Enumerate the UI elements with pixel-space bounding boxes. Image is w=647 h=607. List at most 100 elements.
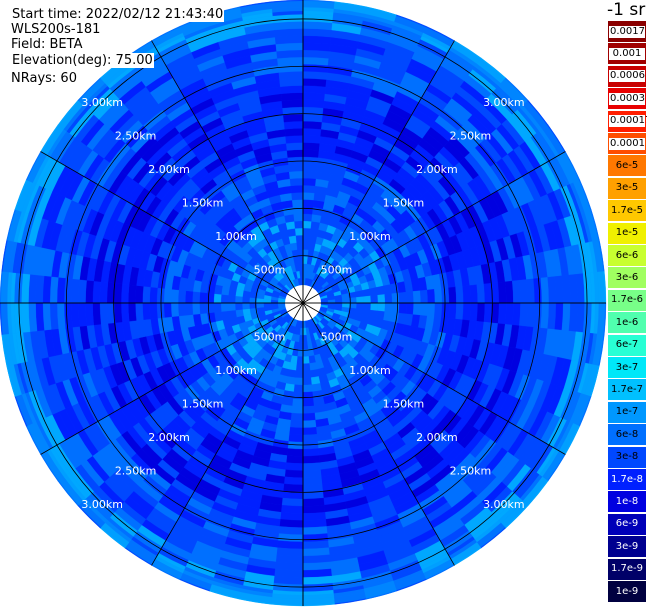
ppi-cell (547, 302, 557, 330)
ppi-cell (455, 302, 464, 320)
colorbar-cell: 1e-7 (607, 400, 647, 424)
colorbar-cell: 1e-6 (607, 311, 647, 335)
ppi-cell (285, 376, 296, 385)
colorbar-cell: 6e-7 (607, 333, 647, 357)
ppi-cell (283, 120, 304, 130)
colorbar-label: 3e-9 (615, 540, 639, 552)
range-ring-label: 2.00km (148, 431, 190, 444)
ppi-cell (302, 455, 320, 464)
ppi-cell (280, 504, 304, 514)
ppi-cell (302, 398, 314, 407)
colorbar-label: 0.0003 (609, 92, 645, 105)
ppi-cell (192, 291, 201, 304)
ppi-cell (302, 42, 331, 52)
ppi-cell (302, 85, 326, 94)
ppi-cell (92, 302, 102, 326)
ppi-cell (356, 302, 364, 310)
ppi-cell (448, 302, 457, 320)
ppi-cell (71, 302, 80, 328)
ppi-cell (292, 199, 304, 208)
ppi-cell (291, 405, 304, 414)
ppi-cell (288, 163, 304, 172)
range-grid (0, 0, 606, 606)
ppi-cell (370, 302, 379, 312)
ppi-cell (56, 277, 66, 304)
ppi-cell (221, 310, 230, 321)
ppi-cell (412, 290, 421, 304)
ppi-cell (302, 476, 323, 486)
ppi-cell (297, 256, 304, 265)
ppi-cell (427, 289, 436, 304)
range-ring-label: 3.00km (483, 96, 525, 109)
ppi-cell (285, 221, 296, 230)
ppi-cell (128, 284, 137, 304)
colorbar-cell: 0.0017 (607, 20, 647, 43)
ppi-cell (289, 419, 304, 429)
ppi-cell (99, 281, 109, 304)
ppi-cell (302, 78, 327, 87)
ppi-cell (302, 462, 321, 471)
range-ring-label: 2.00km (416, 431, 458, 444)
ppi-cell (227, 302, 236, 312)
ppi-cell (405, 291, 414, 304)
ppi-cell (28, 274, 38, 304)
ppi-cell (302, 469, 322, 478)
ppi-cell (85, 302, 94, 326)
ppi-cell (369, 287, 378, 297)
ppi-cell (302, 163, 318, 172)
ppi-cell (170, 289, 179, 304)
colorbar-label: 1e-7 (615, 406, 639, 418)
ppi-cell (278, 526, 304, 535)
ppi-cell (289, 170, 304, 179)
colorbar-label: 6e-7 (615, 339, 639, 351)
ppi-cell (274, 561, 304, 571)
ppi-cell (302, 483, 323, 493)
ppi-cell (99, 302, 109, 325)
instrument-label: WLS200s-181 (11, 22, 101, 37)
ppi-cell (384, 293, 393, 304)
ppi-cell (63, 302, 73, 329)
azimuth-spoke (302, 302, 455, 566)
azimuth-spoke (40, 151, 304, 304)
ppi-cell (113, 302, 123, 323)
ppi-cell (504, 280, 514, 304)
colorbar-cell: 6e-8 (607, 423, 647, 447)
range-ring-label: 2.50km (450, 464, 492, 477)
range-ring-label: 1.00km (349, 364, 391, 377)
range-ring-label: 1.50km (383, 197, 425, 210)
colorbar-label: 1e-9 (615, 585, 639, 597)
colorbar-label: 1.7e-6 (610, 294, 644, 306)
ppi-cell (277, 540, 304, 550)
colorbar-cell: 0.0001 (607, 132, 647, 155)
ppi-cell (302, 220, 312, 229)
ppi-cell (221, 285, 230, 296)
colorbar-cell: 1.7e-5 (607, 199, 647, 223)
ppi-cell (302, 71, 328, 80)
ppi-cell (302, 199, 314, 208)
ppi-cell (285, 135, 304, 144)
ppi-cell (540, 277, 550, 304)
ppi-cell (286, 455, 304, 464)
ppi-cell (170, 302, 179, 317)
range-ring-label: 3.00km (81, 498, 123, 511)
range-ring-label: 1.00km (215, 230, 257, 243)
ppi-cell (533, 302, 543, 329)
ppi-cell (302, 142, 320, 151)
colorbar-label: 1.7e-5 (610, 204, 644, 216)
ppi-cell (163, 302, 172, 318)
colorbar-label: 6e-8 (615, 428, 639, 440)
colorbar-label: 1e-6 (615, 316, 639, 328)
ppi-cell (561, 274, 571, 304)
ppi-cell (362, 288, 371, 297)
ppi-cell (294, 220, 304, 229)
colorbar-cell: 1.7e-8 (607, 468, 647, 491)
ppi-cell (419, 302, 429, 317)
colorbar-label: 0.0001 (609, 137, 645, 150)
range-ring-label: 3.00km (483, 498, 525, 511)
ppi-cell (448, 286, 457, 304)
ppi-cell (302, 419, 317, 429)
colorbar-cell: 1.7e-9 (607, 557, 647, 581)
range-ring-label: 2.50km (115, 130, 157, 143)
ppi-cell (295, 234, 304, 243)
ppi-cell (227, 294, 236, 304)
